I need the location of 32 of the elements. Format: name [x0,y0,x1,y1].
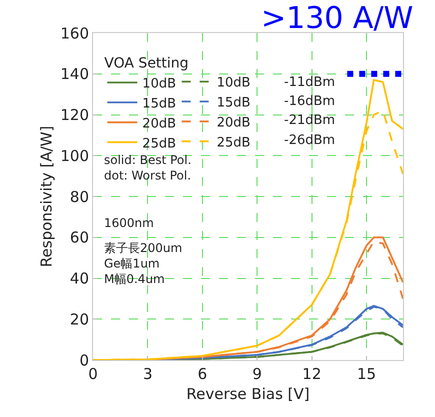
annotation: solid: Best Pol. dot: Worst Pol. [104,153,192,183]
y-tick-label: 140 [60,65,89,84]
y-tick-label: 0 [79,351,89,370]
ref-line-label: >130 A/W [261,1,414,36]
legend-label: 25dB [216,135,250,150]
x-axis-title: Reverse Bias [V] [186,385,310,403]
annotation: -26dBm [284,133,336,148]
annotation: 1600nm [104,216,154,230]
legend-label: 15dB [142,96,176,112]
y-tick-label: 40 [70,270,89,288]
legend-title: VOA Setting [104,56,189,72]
x-tick-label: 3 [142,365,152,383]
legend-label: 10dB [142,76,176,92]
y-tick-label: 60 [70,228,89,247]
legend-label: 15dB [216,96,250,111]
annotation: -16dBm [284,94,336,109]
y-tick-label: 120 [60,106,89,124]
annotation: 素子長200um Ge幅1um M幅0.4um [104,241,182,286]
annotation: -11dBm [284,75,336,90]
y-tick-label: 80 [70,188,89,206]
x-tick-label: 6 [198,365,208,383]
legend-label: 20dB [216,116,250,130]
y-tick-label: 20 [70,310,89,328]
y-tick-label: 160 [60,24,89,42]
legend-label: 20dB [142,116,176,132]
y-tick-label: 100 [60,146,89,165]
annotation: -21dBm [284,113,336,128]
x-tick-label: 12 [302,365,322,383]
x-tick-label: 9 [252,365,262,383]
y-axis-title: Responsivity [A/W] [38,126,56,268]
x-tick-label: 15 [356,365,376,383]
legend-label: 10dB [216,76,250,91]
